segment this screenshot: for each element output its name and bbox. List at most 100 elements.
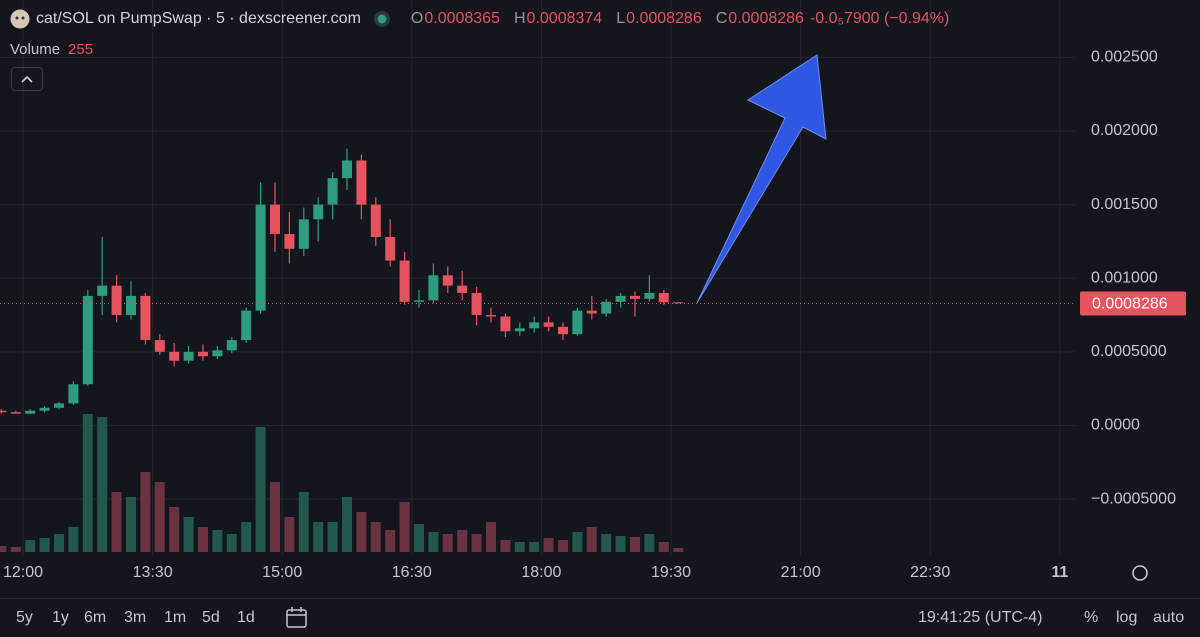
volume-bar (586, 527, 597, 552)
volume-bar (10, 547, 21, 552)
volume-bar (442, 534, 453, 552)
volume-bar (457, 530, 468, 552)
volume-bar (39, 538, 50, 552)
x-tick-label: 16:30 (392, 564, 432, 581)
candle-body (414, 300, 424, 302)
candle-body (385, 237, 396, 261)
volume-label: Volume (10, 41, 61, 58)
candle-body (126, 295, 136, 316)
volume-bar (82, 414, 93, 552)
x-tick-label: 15:00 (262, 564, 302, 581)
y-tick-label: 0.0000 (1091, 417, 1140, 434)
candle-body (399, 260, 410, 302)
candle-body (255, 204, 266, 311)
scale-button[interactable]: auto (1153, 609, 1185, 626)
range-button[interactable]: 6m (84, 609, 107, 626)
volume-bar (529, 542, 540, 552)
volume-bar (226, 534, 237, 552)
candle-body (82, 295, 93, 385)
range-button[interactable]: 3m (124, 609, 147, 626)
volume-bar (630, 537, 640, 552)
calendar-button[interactable] (284, 605, 310, 631)
scale-button[interactable]: log (1116, 609, 1138, 626)
clock: 19:41:25 (UTC-4) (918, 609, 1043, 626)
volume-bar (212, 530, 223, 552)
collapse-button[interactable] (11, 67, 43, 91)
candle-body (673, 302, 684, 304)
candle-body (54, 403, 64, 408)
candle-body (97, 285, 108, 296)
candle-body (356, 160, 367, 205)
candle-body (486, 315, 496, 317)
volume-bar (658, 542, 669, 552)
ohlc-value: 0.0008286 (728, 10, 804, 27)
range-button[interactable]: 1m (164, 609, 187, 626)
volume-bar (241, 522, 252, 552)
last-price-tag (1080, 291, 1186, 316)
candle-body (25, 410, 36, 414)
last-price-label: 0.0008286 (1092, 296, 1168, 313)
volume-last: 255 (68, 41, 94, 58)
range-button[interactable]: 1y (52, 609, 69, 626)
volume-bar (370, 522, 381, 552)
avatar (10, 9, 30, 29)
candle-body (10, 412, 21, 414)
candle-body (572, 310, 583, 335)
x-tick-label: 12:00 (3, 564, 43, 581)
y-tick-label: 0.001500 (1091, 196, 1158, 213)
x-tick-label: 13:30 (133, 564, 173, 581)
candle-body (0, 410, 7, 413)
title: cat/SOL on PumpSwap · 5 · dexscreener.co… (36, 10, 361, 27)
y-tick-label: −0.0005000 (1091, 490, 1176, 507)
candle-body (442, 275, 453, 286)
status-dot (373, 11, 390, 27)
y-tick-label: 0.002500 (1091, 49, 1158, 66)
volume-bar (183, 517, 194, 552)
volume-bar (514, 542, 525, 552)
candle-body (226, 340, 237, 351)
y-tick-label: 0.002000 (1091, 122, 1158, 139)
x-tick-label: 11 (1051, 564, 1068, 581)
candle-body (169, 351, 180, 361)
candle-body (543, 322, 554, 327)
volume-bar (154, 482, 165, 552)
volume-bar (68, 527, 79, 552)
range-button[interactable]: 5y (16, 609, 33, 626)
volume-bar (399, 502, 410, 552)
change: -0.0₅7900 (−0.94%) (809, 10, 950, 27)
candle-body (111, 285, 122, 316)
candle-body (370, 204, 381, 238)
volume-bar (126, 497, 136, 552)
candle-body (212, 350, 223, 357)
volume-bar (673, 548, 684, 552)
ohlc-label: L (616, 10, 626, 27)
candle-body (342, 160, 352, 179)
volume-bar (270, 482, 280, 552)
range-button[interactable]: 5d (202, 609, 220, 626)
settings-button[interactable] (1132, 565, 1148, 581)
ohlc-label: H (513, 10, 526, 27)
y-tick-label: 0.0005000 (1091, 343, 1167, 360)
volume-bar (414, 524, 424, 552)
header: cat/SOL on PumpSwap · 5 · dexscreener.co… (10, 9, 949, 29)
candle-body (615, 295, 626, 302)
volume-bar (284, 517, 295, 552)
scale-button[interactable]: % (1084, 609, 1099, 626)
candle-body (500, 316, 511, 332)
toolbar: 5y 1y 6m 3m 1m 5d 1d 19:41:25 (UTC-4) % … (0, 598, 1200, 637)
volume-bar (198, 527, 208, 552)
annotation-arrow (696, 54, 827, 304)
candle-body (298, 219, 309, 249)
candle-body (586, 310, 597, 314)
volume-bar (313, 522, 324, 552)
candle-body (558, 326, 568, 335)
volume-bar (97, 417, 108, 552)
volume-legend: Volume 255 (10, 41, 93, 58)
volume-bar (0, 546, 7, 552)
volume-bar (25, 540, 36, 552)
y-tick-label: 0.001000 (1091, 269, 1158, 286)
candle-body (39, 407, 50, 411)
volume-bar (543, 538, 554, 552)
range-button[interactable]: 1d (237, 609, 255, 626)
volume-bar (572, 532, 583, 552)
